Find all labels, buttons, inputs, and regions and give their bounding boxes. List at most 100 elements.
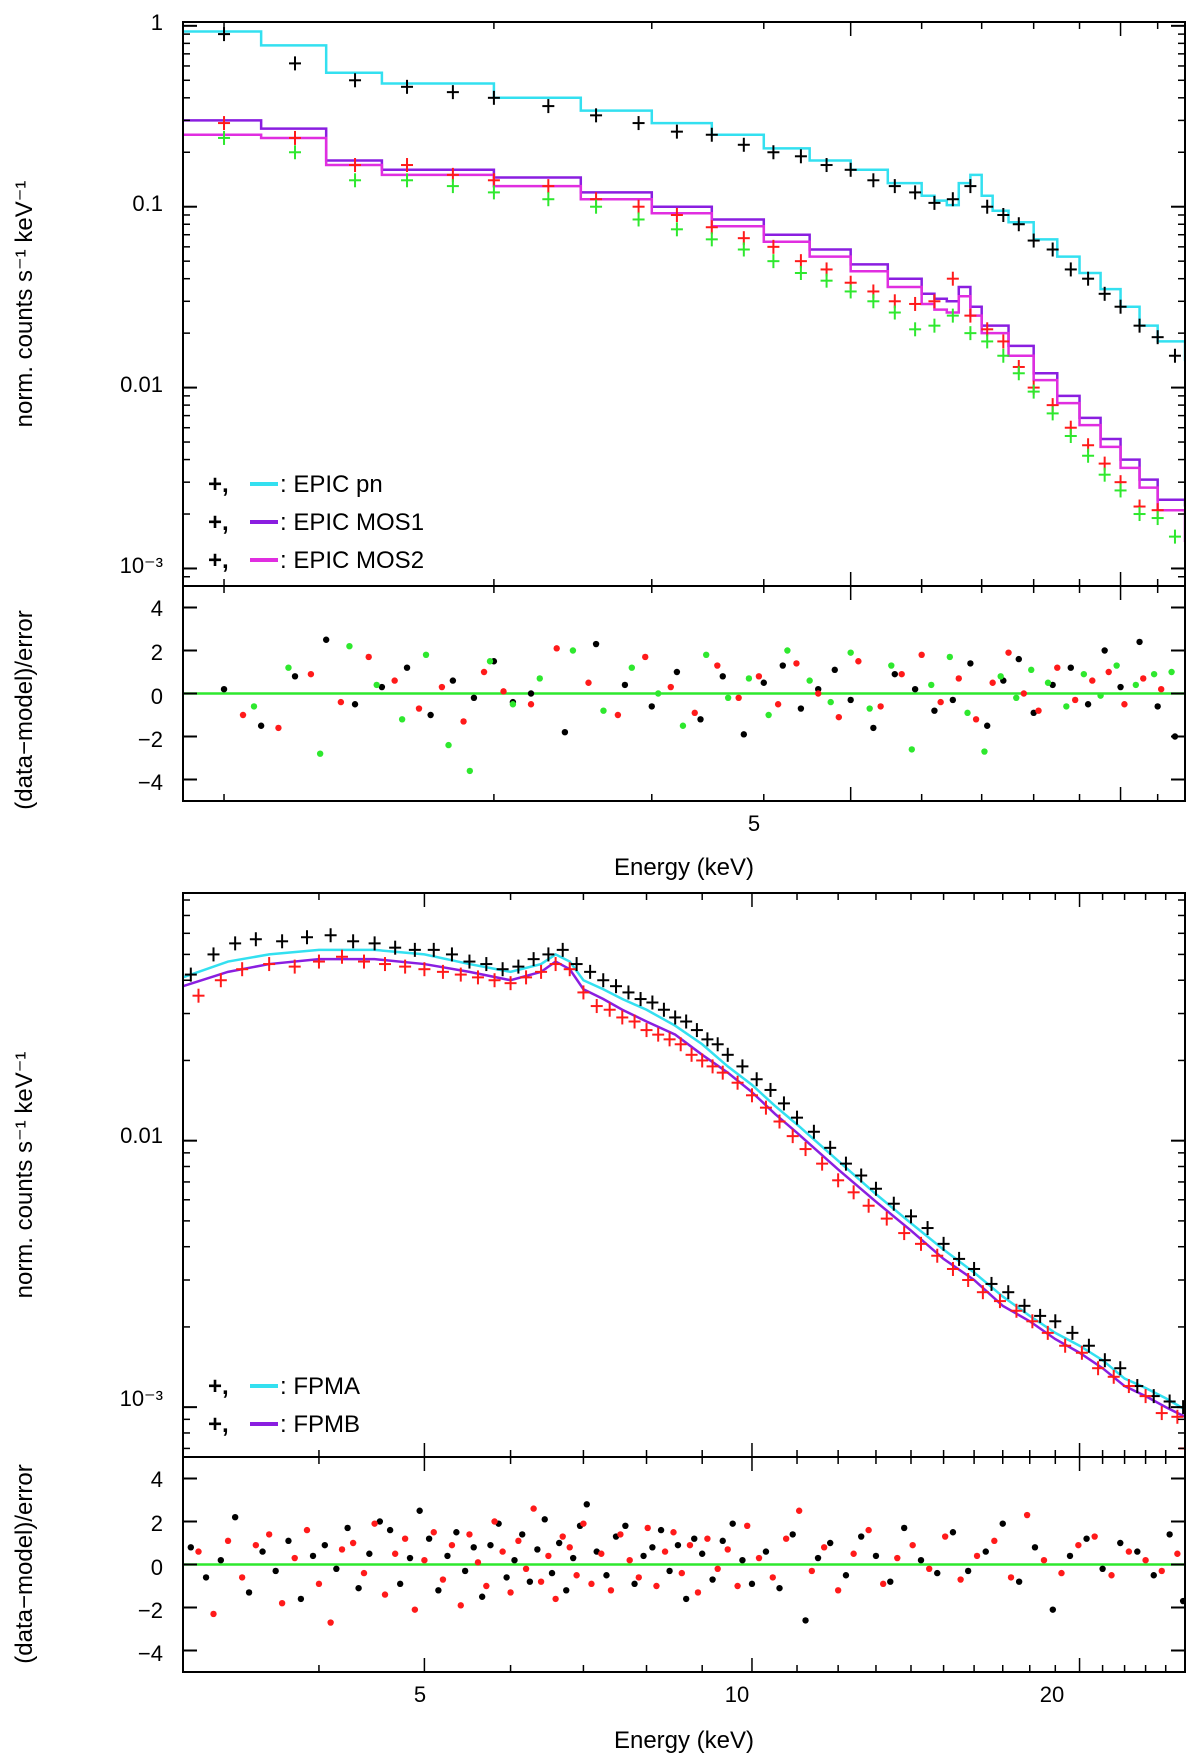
fpma-data-point xyxy=(1018,1298,1031,1313)
fpma-data-point xyxy=(839,1156,852,1171)
fpma-residuals-point xyxy=(396,1580,404,1588)
fpmb-data-point xyxy=(976,1285,989,1300)
epic-pn-data-point xyxy=(888,179,901,194)
fpmb-data-point xyxy=(616,1010,629,1025)
epic-pn-residuals-point xyxy=(257,722,265,729)
fpma-data-point xyxy=(1082,1338,1095,1353)
fpma-residuals-point xyxy=(1066,1552,1074,1560)
fpma-residuals-point xyxy=(478,1593,486,1600)
fpma-data-point xyxy=(408,942,421,957)
fpma-data-point xyxy=(711,1037,724,1052)
fpma-data-point xyxy=(570,957,583,972)
fpma-data-point xyxy=(229,936,242,951)
xmm-x-axis-title: Energy (keV) xyxy=(614,854,754,881)
epic-pn-data-point xyxy=(909,185,922,200)
fpmb-residuals-point xyxy=(607,1587,615,1594)
epic-pn-data-point xyxy=(590,108,603,123)
xmm-y-axis-title: norm. counts s⁻¹ keV⁻¹ xyxy=(11,181,38,428)
epic-pn-residuals-point xyxy=(931,707,938,714)
fpma-residuals-point xyxy=(309,1552,317,1560)
epic-mos1-model-line xyxy=(183,119,1185,507)
fpma-data-point xyxy=(921,1221,934,1236)
epic-mos1-residuals-point xyxy=(989,679,996,686)
epic-mos1-data-point xyxy=(289,130,302,145)
fpmb-data-point xyxy=(880,1211,893,1226)
fpmb-residuals-point xyxy=(678,1569,685,1577)
fpmb-residuals-point xyxy=(466,1531,473,1538)
fpma-residuals-point xyxy=(333,1565,340,1573)
epic-mos2-data-point xyxy=(632,212,645,227)
fpma-data-point xyxy=(764,1082,777,1097)
epic-pn-residuals-point xyxy=(1015,655,1022,663)
fpma-residuals-point xyxy=(762,1548,770,1555)
fpma-residuals-point xyxy=(1150,1572,1157,1579)
fpmb-data-point xyxy=(816,1156,829,1171)
epic-pn-residuals-point xyxy=(779,662,786,669)
fpmb-data-point xyxy=(799,1142,812,1157)
epic-mos1-residuals-point xyxy=(955,675,962,682)
fpma-residuals-point xyxy=(631,1580,638,1588)
epic-mos2-data-point xyxy=(1098,467,1111,482)
fpmb-data-point xyxy=(931,1248,944,1263)
fpmb-data-point xyxy=(214,973,227,988)
fpma-residuals-point xyxy=(425,1535,433,1542)
fpmb-residuals-point xyxy=(1040,1557,1048,1564)
epic-mos2-data-point xyxy=(670,222,683,237)
fpma-residuals-point xyxy=(444,1552,451,1560)
fpma-residuals-point xyxy=(776,1584,783,1592)
epic-mos1-data-point xyxy=(928,294,941,309)
xmm-y-tick-label-0.1: 0.1 xyxy=(132,191,163,216)
epic-mos1-residuals-point xyxy=(460,718,467,725)
fpma-residuals-point xyxy=(640,1552,647,1560)
fpma-residuals-point xyxy=(729,1520,736,1527)
fpma-data-point xyxy=(527,952,540,967)
epic-mos2-residuals-point xyxy=(1013,694,1020,701)
epic-mos2-data-point xyxy=(844,284,857,299)
fpmb-residuals-point xyxy=(724,1546,731,1553)
fpmb-residuals-point xyxy=(580,1520,587,1527)
fpmb-data-point xyxy=(696,1053,709,1068)
epic-pn-residuals-point xyxy=(673,668,681,676)
epic-pn-residuals-point xyxy=(592,640,600,648)
fpma-data-point xyxy=(985,1276,998,1291)
fpma-data-point xyxy=(968,1261,981,1276)
fpma-data-point xyxy=(542,947,555,962)
fpma-data-point xyxy=(869,1181,882,1196)
fpma-data-point xyxy=(389,940,402,955)
epic-pn-data-point xyxy=(737,137,750,152)
fpma-data-point xyxy=(855,1168,868,1183)
legend-label-fpma: : FPMA xyxy=(280,1373,360,1400)
epic-pn-residuals-point xyxy=(561,729,569,736)
nustar-res-y-axis-title: (data−model)/error xyxy=(11,1464,38,1663)
fpma-residuals-point xyxy=(231,1514,239,1521)
epic-mos1-residuals-point xyxy=(1105,668,1112,676)
fpma-data-point xyxy=(584,964,597,979)
epic-mos2-residuals-point xyxy=(445,741,452,749)
fpma-residuals-point xyxy=(470,1544,477,1551)
epic-mos2-data-point xyxy=(1027,384,1040,399)
epic-pn-residuals-point xyxy=(984,722,991,729)
epic-mos2-residuals-point xyxy=(466,767,474,775)
epic-pn-data-point xyxy=(928,195,941,210)
epic-pn-residuals-point xyxy=(427,711,434,719)
fpmb-residuals-point xyxy=(491,1518,498,1525)
fpmb-data-point xyxy=(628,1014,641,1029)
fpmb-data-point xyxy=(192,988,205,1003)
epic-pn-data-point xyxy=(946,192,959,207)
fpmb-data-point xyxy=(915,1236,928,1251)
fpmb-data-point xyxy=(1075,1345,1088,1360)
epic-mos2-data-point xyxy=(767,254,780,269)
fpmb-data-point xyxy=(663,1032,676,1047)
fpmb-residuals-point xyxy=(1091,1533,1098,1540)
fpma-data-point xyxy=(646,995,659,1010)
xmm-res-y-tick-label-0: 0 xyxy=(151,684,163,709)
fpmb-residuals-point xyxy=(941,1533,949,1540)
fpmb-residuals-point xyxy=(1125,1548,1133,1555)
epic-mos2-residuals-point xyxy=(250,703,258,710)
epic-pn-residuals-point xyxy=(621,681,629,689)
fpma-data-point xyxy=(445,947,458,962)
fpmb-data-point xyxy=(1139,1389,1152,1404)
fpma-data-point xyxy=(1034,1308,1047,1323)
epic-mos2-residuals-point xyxy=(702,651,710,658)
epic-mos2-data-point xyxy=(1168,529,1181,544)
